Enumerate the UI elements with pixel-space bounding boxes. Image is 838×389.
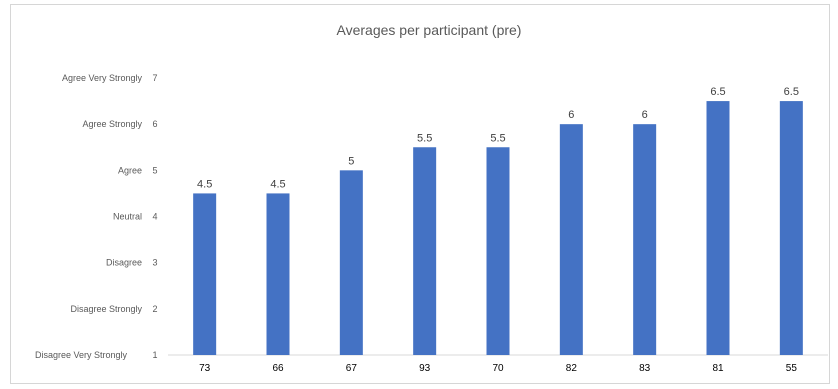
y-category-label: Agree Strongly xyxy=(82,119,142,129)
data-label: 5.5 xyxy=(490,132,505,144)
y-tick-label: 7 xyxy=(152,73,157,83)
y-tick-label: 2 xyxy=(152,304,157,314)
data-label: 6.5 xyxy=(710,86,725,98)
bar xyxy=(193,193,217,355)
y-tick-label: 5 xyxy=(152,165,157,175)
data-label: 6 xyxy=(642,109,648,121)
bar xyxy=(266,193,290,355)
x-tick-label: 83 xyxy=(639,363,651,374)
y-tick-label: 6 xyxy=(152,119,157,129)
x-tick-label: 66 xyxy=(272,363,284,374)
x-tick-label: 73 xyxy=(199,363,211,374)
y-category-label: Disagree Strongly xyxy=(70,304,142,314)
x-tick-label: 82 xyxy=(566,363,578,374)
bar xyxy=(486,147,510,355)
data-label: 5 xyxy=(348,155,354,167)
data-label: 5.5 xyxy=(417,132,432,144)
bar xyxy=(633,124,657,356)
bar xyxy=(559,124,583,356)
x-tick-label: 70 xyxy=(492,363,504,374)
y-category-label: Neutral xyxy=(113,212,142,222)
chart-title: Averages per participant (pre) xyxy=(337,22,522,38)
bar xyxy=(413,147,437,355)
data-label: 4.5 xyxy=(197,178,212,190)
data-label: 6 xyxy=(568,109,574,121)
y-tick-label: 4 xyxy=(152,212,157,222)
y-tick-label: 1 xyxy=(152,350,157,360)
y-category-label: Agree xyxy=(118,165,142,175)
y-tick-label: 3 xyxy=(152,258,157,268)
data-label: 6.5 xyxy=(784,86,799,98)
y-category-label: Agree Very Strongly xyxy=(62,73,143,83)
bar xyxy=(339,170,363,355)
x-tick-label: 81 xyxy=(712,363,724,374)
y-category-label: Disagree xyxy=(106,258,142,268)
data-label: 4.5 xyxy=(270,178,285,190)
x-tick-label: 55 xyxy=(786,363,798,374)
bar xyxy=(706,101,730,355)
y-category-label: Disagree Very Strongly xyxy=(35,350,128,360)
x-tick-label: 93 xyxy=(419,363,431,374)
chart-frame xyxy=(10,4,830,384)
x-tick-label: 67 xyxy=(346,363,358,374)
bar xyxy=(779,101,803,355)
